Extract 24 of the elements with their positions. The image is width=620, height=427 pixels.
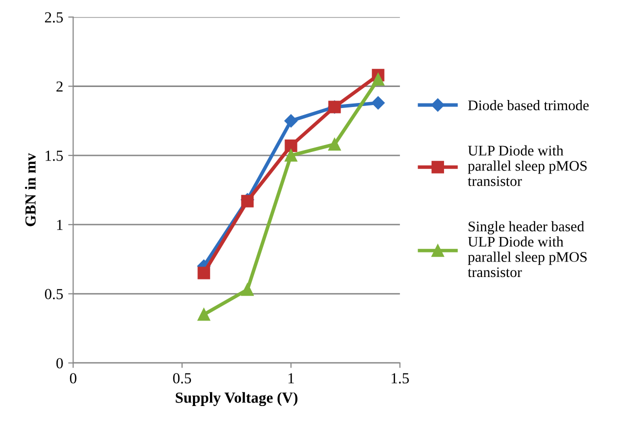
y-tick-label: 1.5 bbox=[46, 150, 63, 161]
y-tick-label: 1 bbox=[57, 220, 63, 230]
x-tick-label: 0 bbox=[70, 373, 76, 384]
x-tick-label: 0.5 bbox=[173, 373, 192, 384]
point bbox=[372, 96, 385, 110]
x-axis-title: Supply Voltage (V) bbox=[176, 392, 298, 406]
legend-label: ULP Diode with parallel sleep pMOS transistor bbox=[468, 145, 587, 186]
point bbox=[284, 114, 298, 128]
point bbox=[284, 139, 298, 152]
legend-label: Diode based trimode bbox=[468, 100, 589, 110]
point bbox=[241, 283, 254, 296]
y-tick-label: 0 bbox=[56, 358, 63, 368]
y-tick-label: 0.5 bbox=[44, 288, 63, 300]
y-tick-label: 2 bbox=[56, 81, 63, 92]
legend-label: Single header based ULP Diode with parallel sleep pMOS transistor bbox=[468, 221, 587, 278]
point bbox=[328, 138, 341, 151]
point bbox=[198, 308, 210, 321]
point bbox=[198, 266, 210, 280]
x-tick-label: 1.5 bbox=[392, 373, 409, 384]
point bbox=[372, 73, 384, 86]
y-tick-label: 2.5 bbox=[45, 12, 63, 23]
point bbox=[284, 149, 298, 162]
x-tick-label: 1 bbox=[288, 373, 294, 384]
y-axis-title: GBN in mv bbox=[24, 153, 36, 226]
